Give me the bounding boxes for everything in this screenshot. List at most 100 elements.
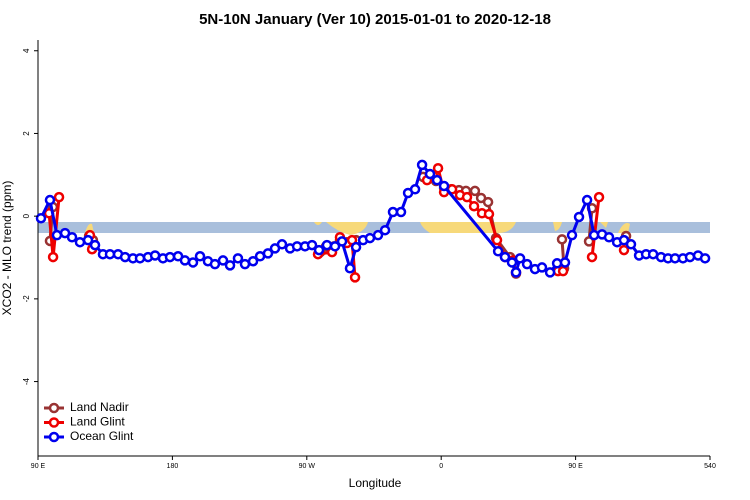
data-point <box>247 255 259 267</box>
data-point <box>556 234 568 245</box>
data-point <box>510 267 522 278</box>
data-point <box>514 253 526 264</box>
x-tick-label: 90 E <box>31 463 46 470</box>
data-point <box>499 251 511 263</box>
data-point <box>119 251 131 263</box>
data-point <box>194 251 206 262</box>
data-point <box>262 248 274 259</box>
data-point <box>47 251 59 263</box>
y-tick-label: 2 <box>22 131 31 136</box>
land <box>326 222 368 235</box>
data-point <box>89 239 101 251</box>
data-point <box>586 251 598 263</box>
data-point <box>209 258 221 270</box>
data-point <box>521 258 533 270</box>
data-point <box>336 236 348 247</box>
data-point <box>573 211 585 223</box>
data-point <box>372 229 384 241</box>
data-point <box>66 231 78 243</box>
data-point <box>468 200 480 212</box>
legend-label: Land Nadir <box>70 400 129 414</box>
data-point <box>559 257 571 268</box>
data-point <box>461 191 473 203</box>
x-tick-label: 0 <box>439 463 443 470</box>
data-point <box>424 168 436 180</box>
data-point <box>603 231 615 243</box>
data-point <box>321 239 333 251</box>
data-point <box>431 174 443 186</box>
data-point <box>164 251 176 263</box>
land <box>314 222 322 225</box>
data-point <box>536 262 548 273</box>
data-point <box>349 272 361 283</box>
data-point <box>187 257 199 268</box>
data-point <box>432 162 444 174</box>
data-point <box>306 239 318 251</box>
data-point <box>492 246 504 257</box>
data-point <box>364 232 376 244</box>
y-tick-label: -4 <box>22 377 31 385</box>
data-point <box>344 263 356 274</box>
data-point <box>544 267 556 278</box>
y-tick-label: 4 <box>22 48 31 53</box>
data-point <box>379 224 391 236</box>
data-point <box>416 159 428 171</box>
data-point <box>618 244 630 256</box>
data-point <box>104 248 116 260</box>
land <box>618 223 630 233</box>
data-point <box>239 258 251 270</box>
data-point <box>469 185 481 197</box>
data-point <box>350 241 362 253</box>
x-axis-label: Longitude <box>349 476 402 490</box>
data-point <box>506 257 518 268</box>
plot <box>35 159 711 283</box>
land <box>553 222 562 231</box>
x-tick-label: 90 W <box>299 463 316 470</box>
data-point <box>44 194 56 206</box>
data-point <box>134 253 146 264</box>
y-tick-label: -2 <box>22 295 31 303</box>
y-axis-label: XCO2 - MLO trend (ppm) <box>0 181 14 316</box>
ocean-band <box>38 222 710 233</box>
data-point <box>53 191 65 203</box>
y-tick-label: 0 <box>22 213 31 218</box>
land <box>600 222 608 228</box>
data-point <box>395 206 407 218</box>
legend-label: Land Glint <box>70 415 125 429</box>
data-point <box>593 191 605 203</box>
legend-marker <box>48 431 60 443</box>
data-point <box>581 194 593 206</box>
land <box>420 222 516 233</box>
data-point <box>409 184 421 195</box>
data-point <box>699 253 711 264</box>
data-point <box>74 236 86 248</box>
data-point <box>483 208 495 220</box>
data-point <box>684 251 696 263</box>
data-point <box>625 239 637 250</box>
data-point <box>217 255 229 266</box>
data-point <box>438 180 450 192</box>
data-point <box>482 196 494 208</box>
x-tick-label: 180 <box>167 463 179 470</box>
data-point <box>35 212 47 224</box>
x-tick-label: 540 <box>704 463 716 470</box>
legend-marker <box>48 402 60 414</box>
data-point <box>82 234 94 246</box>
data-point <box>557 265 569 277</box>
data-point <box>224 260 236 271</box>
legend-marker <box>48 417 60 428</box>
data-point <box>276 239 288 250</box>
legend-label: Ocean Glint <box>70 429 134 443</box>
chart-title: 5N-10N January (Ver 10) 2015-01-01 to 20… <box>199 11 551 28</box>
data-point <box>51 229 63 241</box>
data-point <box>313 244 325 256</box>
data-point <box>179 255 191 266</box>
data-point <box>329 241 341 252</box>
x-tick-label: 90 E <box>568 463 583 470</box>
data-point <box>491 234 503 246</box>
data-point <box>387 206 399 218</box>
data-point <box>566 229 578 241</box>
